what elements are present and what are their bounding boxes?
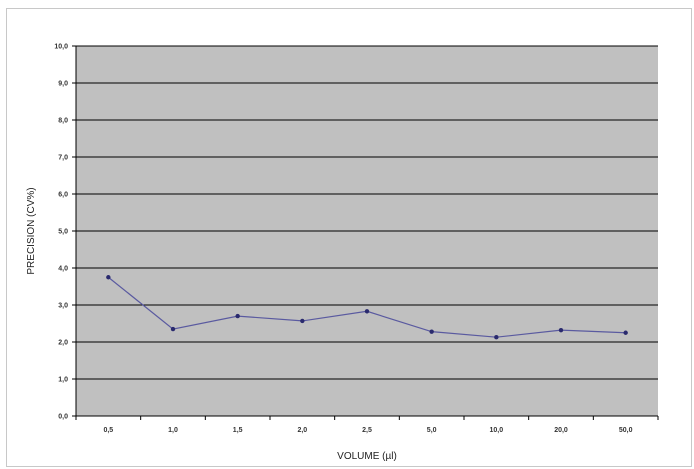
y-tick-label: 6,0 [58, 192, 68, 199]
y-tick-label: 2,0 [58, 340, 68, 347]
x-axis-title: VOLUME (µl) [337, 451, 397, 462]
data-point [494, 334, 499, 340]
x-tick-label: 0,5 [103, 427, 113, 434]
data-point [364, 309, 370, 314]
y-tick-label: 3,0 [58, 303, 68, 310]
data-points [106, 275, 628, 340]
x-tick-label: 5,0 [427, 427, 437, 434]
x-tick-label: 2,5 [362, 427, 372, 434]
data-point [235, 313, 240, 319]
data-point [106, 275, 111, 280]
y-axis-ticks: 0,0 1,0 2,0 3,0 4,0 5,0 6,0 7,0 8,0 9,0 10,0 [54, 44, 76, 421]
data-point [170, 326, 176, 332]
y-axis-title: PRECISION (CV%) [26, 187, 37, 274]
y-tick-label: 9,0 [58, 81, 68, 88]
x-tick-label: 50,0 [619, 427, 633, 434]
y-tick-label: 7,0 [58, 155, 68, 162]
y-tick-label: 1,0 [58, 377, 68, 384]
x-tick-label: 10,0 [490, 427, 504, 434]
data-point [623, 330, 628, 335]
data-point [300, 318, 305, 324]
x-tick-label: 1,5 [233, 427, 243, 434]
y-tick-label: 8,0 [58, 118, 68, 125]
y-tick-label: 4,0 [58, 266, 68, 273]
x-axis-ticks: 0,5 1,0 1,5 2,0 2,5 5,0 10,0 20,0 50,0 [75, 416, 659, 434]
x-tick-label: 1,0 [168, 427, 178, 434]
data-point [429, 329, 434, 334]
y-tick-label: 10,0 [54, 44, 68, 51]
x-tick-label: 20,0 [554, 427, 568, 434]
x-tick-label: 2,0 [297, 427, 307, 434]
y-tick-label: 0,0 [58, 414, 68, 421]
data-point [558, 327, 564, 333]
gridlines [75, 45, 658, 417]
y-tick-label: 5,0 [58, 229, 68, 236]
